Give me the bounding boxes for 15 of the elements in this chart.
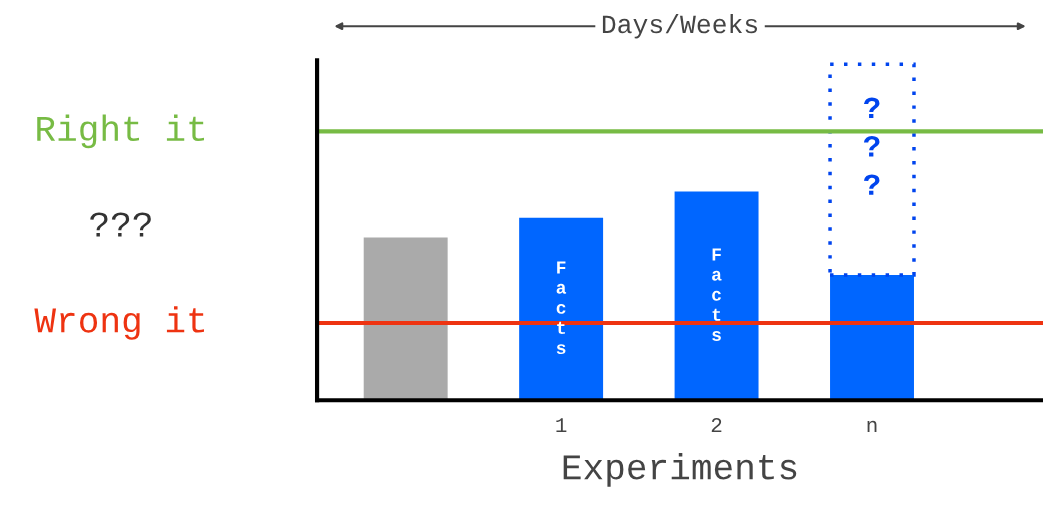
x-tick-label: n	[867, 420, 877, 433]
x-axis-title: Experiments	[563, 453, 797, 487]
annotation: Facts	[556, 261, 567, 355]
annotation: Facts	[712, 248, 722, 341]
x-tick-label: 2	[711, 418, 722, 433]
ref-line-label: Right it	[37, 114, 204, 149]
bar	[674, 191, 759, 401]
text: Days/Weeks	[602, 13, 758, 39]
annotation: ???	[863, 97, 880, 195]
text: ???	[90, 212, 151, 237]
bar	[363, 237, 448, 401]
x-tick-label: 1	[556, 418, 567, 433]
ref-line-label: Wrong it	[34, 306, 204, 340]
bar	[519, 217, 604, 401]
bar	[830, 274, 914, 401]
